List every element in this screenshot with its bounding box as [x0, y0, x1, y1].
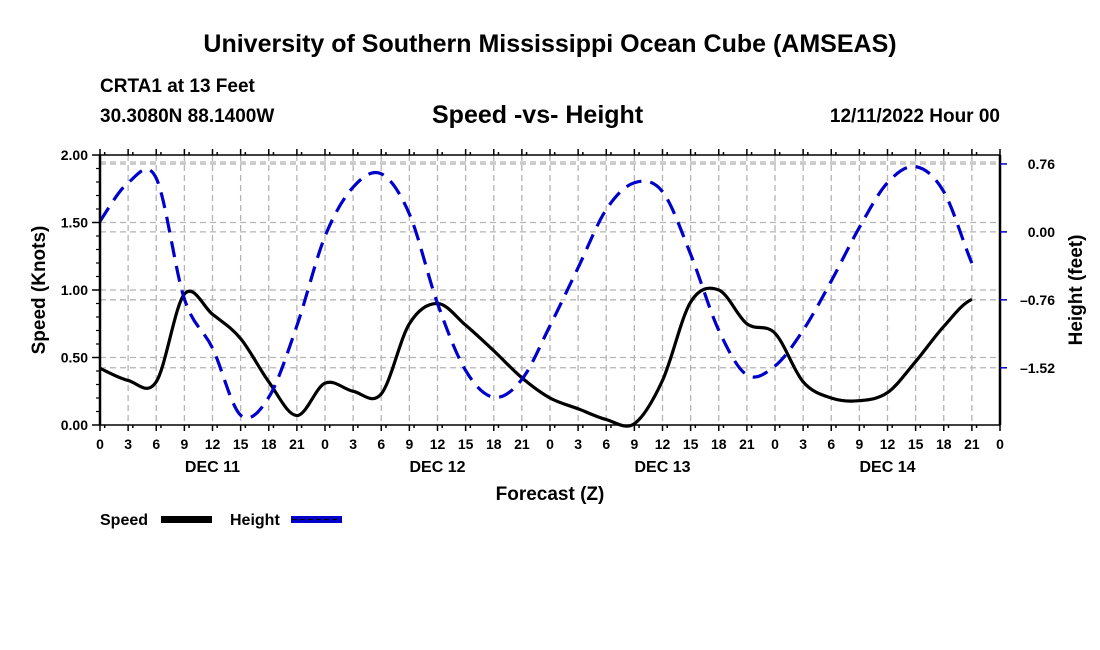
y-tick-label: 0.00: [61, 417, 88, 433]
day-label: DEC 14: [859, 459, 915, 476]
y-tick-label: 1.00: [61, 282, 88, 298]
legend-swatch-speed: [161, 516, 212, 523]
y-tick-label: 1.50: [61, 215, 88, 231]
day-label: DEC 13: [634, 459, 690, 476]
x-tick-label: 21: [514, 436, 530, 452]
grid-lines: [100, 155, 1000, 425]
y2-tick-label: 0.00: [1028, 224, 1055, 240]
x-tick-label: 15: [683, 436, 699, 452]
series-layer: [98, 164, 974, 428]
x-tick-label: 9: [855, 436, 863, 452]
x-tick-label: 3: [124, 436, 132, 452]
x-tick-label: 0: [96, 436, 104, 452]
coordinates-label: 30.3080N 88.1400W: [100, 106, 275, 127]
x-tick-label: 12: [205, 436, 221, 452]
y2-tick-label: –0.76: [1020, 292, 1055, 308]
x-tick-label: 18: [486, 436, 502, 452]
x-tick-label: 9: [405, 436, 413, 452]
y2-axis-label: Height (feet): [1066, 235, 1087, 346]
x-tick-label: 21: [289, 436, 305, 452]
axis-ticks: 0 3 6 9 12 15 18 21 0 3 6 9 12 15 18 21 0 3 6 9 12 15 18 21 0 3 6 9…: [61, 147, 1055, 476]
day-label: DEC 11: [185, 459, 240, 476]
x-tick-label: 9: [630, 436, 638, 452]
series-line-speed: [99, 286, 973, 428]
run-time-label: 12/11/2022 Hour 00: [829, 106, 1000, 127]
x-tick-label: 12: [880, 436, 896, 452]
y-tick-label: 2.00: [61, 147, 88, 163]
x-tick-label: 3: [349, 436, 357, 452]
x-tick-label: 3: [799, 436, 807, 452]
y-axis-label: Speed (Knots): [29, 226, 50, 355]
x-tick-label: 18: [936, 436, 952, 452]
x-tick-label: 0: [321, 436, 329, 452]
x-tick-label: 0: [546, 436, 554, 452]
day-label: DEC 12: [409, 459, 465, 476]
y-tick-label: 0.50: [61, 350, 88, 366]
x-tick-label: 15: [908, 436, 924, 452]
x-tick-label: 0: [996, 436, 1004, 452]
x-tick-label: 18: [261, 436, 277, 452]
x-tick-label: 12: [430, 436, 446, 452]
x-tick-label: 18: [711, 436, 727, 452]
x-tick-label: 6: [377, 436, 385, 452]
x-tick-label: 21: [739, 436, 755, 452]
x-axis-label: Forecast (Z): [496, 484, 605, 505]
legend-label-speed: Speed: [100, 512, 148, 529]
legend-label-height: Height: [230, 512, 280, 529]
x-tick-label: 3: [574, 436, 582, 452]
series-line-height: [98, 164, 974, 420]
x-tick-label: 15: [458, 436, 474, 452]
x-tick-label: 15: [233, 436, 249, 452]
x-tick-label: 6: [602, 436, 610, 452]
station-label: CRTA1 at 13 Feet: [100, 76, 255, 97]
x-tick-label: 6: [152, 436, 160, 452]
chart-title: Speed -vs- Height: [432, 101, 644, 129]
x-tick-label: 21: [964, 436, 980, 452]
x-tick-label: 6: [827, 436, 835, 452]
x-tick-label: 9: [180, 436, 188, 452]
y2-tick-label: –1.52: [1020, 360, 1055, 376]
legend: Speed Height: [100, 512, 342, 529]
y2-tick-label: 0.76: [1028, 156, 1055, 172]
x-tick-label: 0: [771, 436, 779, 452]
x-tick-label: 12: [655, 436, 671, 452]
main-title: University of Southern Mississippi Ocean…: [203, 30, 897, 58]
